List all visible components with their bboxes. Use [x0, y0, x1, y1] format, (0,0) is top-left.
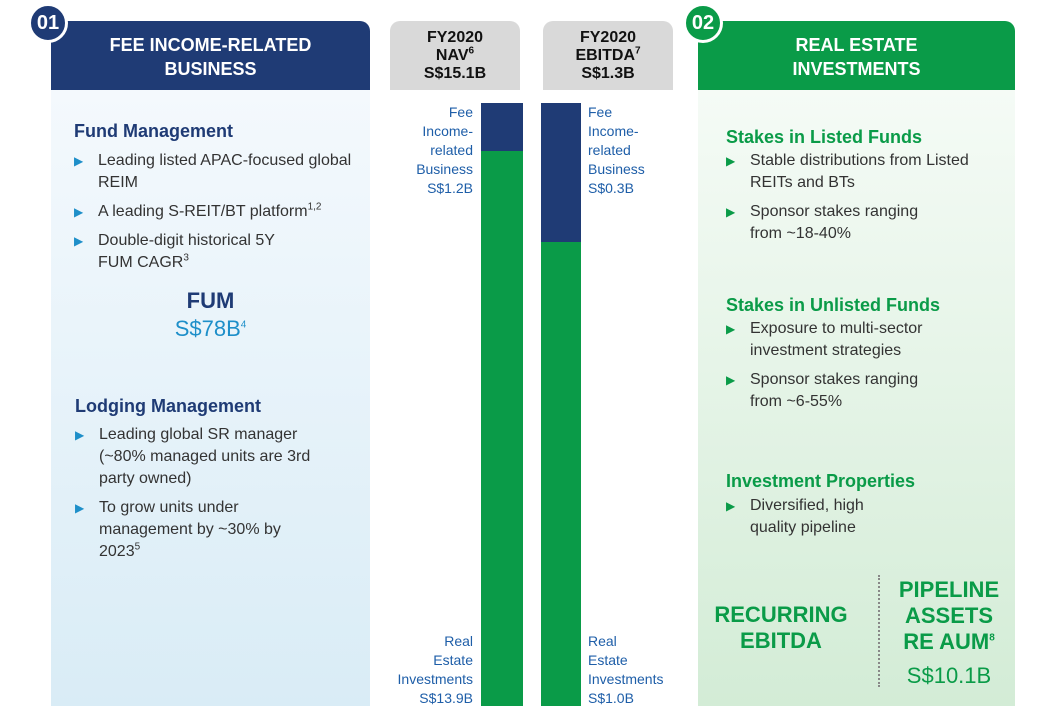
investment-properties-list: ▶ Diversified, high quality pipeline — [726, 495, 906, 546]
list-item: ▶ Exposure to multi-sector investment str… — [726, 320, 923, 359]
recurring-ebitda-label: RECURRING EBITDA — [714, 602, 848, 653]
section-badge-01: 01 — [28, 3, 68, 43]
triangle-bullet-icon: ▶ — [74, 205, 84, 219]
unlisted-funds-list: ▶ Exposure to multi-sector investment str… — [726, 318, 966, 420]
triangle-bullet-icon: ▶ — [726, 154, 736, 168]
section-badge-02: 02 — [683, 3, 723, 43]
triangle-bullet-icon: ▶ — [74, 154, 84, 168]
triangle-bullet-icon: ▶ — [74, 234, 84, 248]
ebitda-fee-label: Fee Income-related Business S$0.3B — [588, 104, 645, 196]
fund-management-list: ▶ Leading listed APAC-focused global REIM… — [74, 150, 354, 281]
list-item: ▶ Diversified, high quality pipeline — [726, 497, 864, 536]
fee-income-header-text: FEE INCOME-RELATED BUSINESS — [109, 34, 312, 79]
list-item: ▶ Double-digit historical 5Y FUM CAGR3 — [74, 232, 275, 271]
list-item: ▶ Sponsor stakes ranging from ~18-40% — [726, 203, 919, 242]
triangle-bullet-icon: ▶ — [726, 322, 736, 336]
ebitda-fee-income-bar — [541, 103, 581, 242]
ebitda-real-estate-label: Real Estate Investments S$1.0B — [588, 633, 664, 706]
fee-income-panel — [51, 90, 370, 706]
list-item: ▶ Sponsor stakes ranging from ~6-55% — [726, 371, 919, 410]
ebitda-real-estate-bar — [541, 242, 581, 706]
triangle-bullet-icon: ▶ — [726, 499, 736, 513]
pipeline-assets-value: S$10.1B — [906, 663, 992, 688]
fee-income-header: FEE INCOME-RELATED BUSINESS — [51, 21, 370, 90]
listed-funds-title: Stakes in Listed Funds — [726, 127, 923, 147]
investment-properties-title: Investment Properties — [726, 471, 916, 491]
lodging-management-list: ▶ Leading global SR manager (~80% managed… — [75, 424, 315, 570]
triangle-bullet-icon: ▶ — [726, 205, 736, 219]
listed-funds-list: ▶ Stable distributions from Listed REITs … — [726, 150, 996, 252]
list-item: ▶ Leading listed APAC-focused global REIM — [74, 152, 352, 191]
fum-value: S$78B4 — [174, 316, 247, 341]
real-estate-header: REAL ESTATE INVESTMENTS — [698, 21, 1015, 90]
triangle-bullet-icon: ▶ — [726, 373, 736, 387]
ebitda-pill: FY2020 EBITDA7 S$1.3B — [543, 21, 673, 90]
divider — [878, 575, 880, 687]
nav-real-estate-label: Real Estate Investments S$13.9B — [397, 633, 473, 706]
nav-fee-label: Fee Income-related Business S$1.2B — [416, 104, 473, 196]
list-item: ▶ Leading global SR manager (~80% managed… — [75, 426, 311, 487]
triangle-bullet-icon: ▶ — [75, 501, 85, 515]
pipeline-assets-label: PIPELINE ASSETS RE AUM8 — [898, 577, 1000, 654]
unlisted-funds-title: Stakes in Unlisted Funds — [726, 295, 941, 315]
list-item: ▶ To grow units under management by ~30% … — [75, 499, 281, 560]
triangle-bullet-icon: ▶ — [75, 428, 85, 442]
fum-label: FUM — [186, 288, 235, 313]
nav-real-estate-bar — [481, 151, 523, 706]
real-estate-header-text: REAL ESTATE INVESTMENTS — [792, 34, 921, 79]
real-estate-panel — [698, 90, 1015, 706]
nav-fee-income-bar — [481, 103, 523, 151]
lodging-management-title: Lodging Management — [75, 396, 261, 416]
list-item: ▶ A leading S-REIT/BT platform1,2 — [74, 201, 354, 223]
nav-pill: FY2020 NAV6 S$15.1B — [390, 21, 520, 90]
fund-management-title: Fund Management — [74, 121, 234, 141]
list-item: ▶ Stable distributions from Listed REITs … — [726, 152, 969, 191]
